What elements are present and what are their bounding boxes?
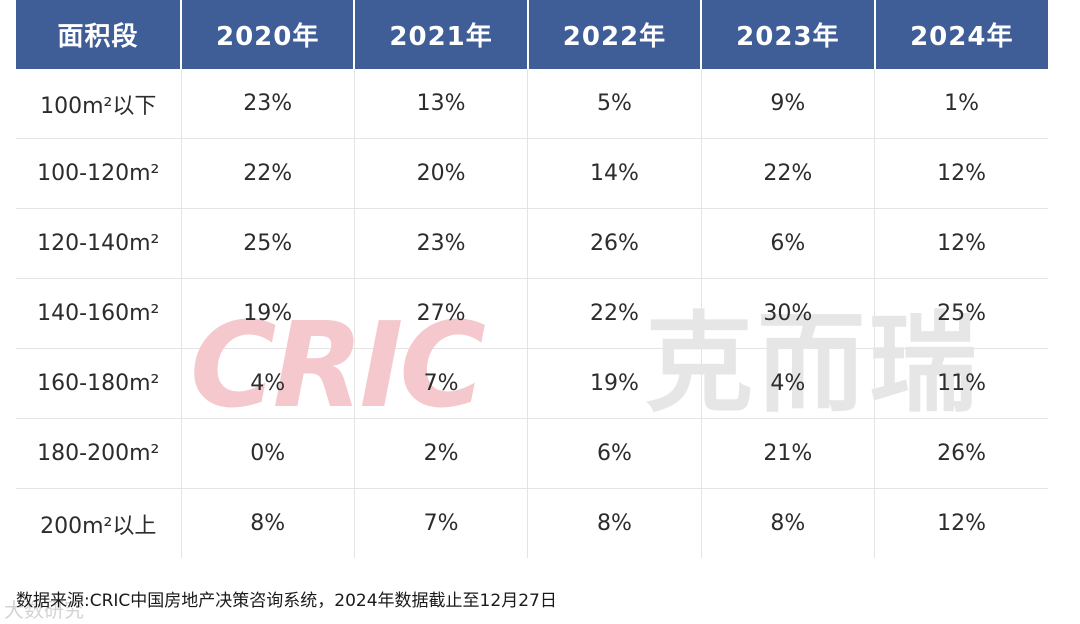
value-cell: 13% — [354, 69, 529, 139]
value-cell: 25% — [181, 208, 355, 279]
header-cell-year: 2024年 — [874, 0, 1048, 69]
value-cell: 25% — [874, 278, 1048, 349]
row-label-cell: 180-200m² — [16, 418, 182, 489]
bottom-watermark: 大数研究 — [4, 598, 84, 622]
value-cell: 12% — [874, 208, 1048, 279]
row-label-cell: 100m²以下 — [16, 69, 182, 139]
value-cell: 6% — [527, 418, 702, 489]
table-row: 140-160m² 19% 27% 22% 30% 25% — [16, 278, 1048, 349]
table-row: 180-200m² 0% 2% 6% 21% 26% — [16, 418, 1048, 489]
table-container: 面积段 2020年 2021年 2022年 2023年 2024年 100m²以下 23% 1… — [16, 0, 1048, 558]
value-cell: 21% — [701, 418, 876, 489]
source-note: 数据来源:CRIC中国房地产决策咨询系统，2024年数据截止至12月27日 — [16, 591, 557, 611]
row-label-cell: 120-140m² — [16, 208, 182, 279]
value-cell: 20% — [354, 138, 529, 209]
value-cell: 8% — [527, 488, 702, 558]
value-cell: 6% — [701, 208, 876, 279]
header-cell-year: 2023年 — [701, 0, 876, 69]
value-cell: 26% — [874, 418, 1048, 489]
row-label-cell: 100-120m² — [16, 138, 182, 209]
value-cell: 30% — [701, 278, 876, 349]
table-row: 200m²以上 8% 7% 8% 8% 12% — [16, 488, 1048, 558]
value-cell: 4% — [701, 348, 876, 419]
value-cell: 22% — [701, 138, 876, 209]
value-cell: 2% — [354, 418, 529, 489]
row-label-cell: 140-160m² — [16, 278, 182, 349]
value-cell: 12% — [874, 138, 1048, 209]
value-cell: 14% — [527, 138, 702, 209]
row-label-cell: 200m²以上 — [16, 488, 182, 558]
value-cell: 9% — [701, 69, 876, 139]
table-row: 120-140m² 25% 23% 26% 6% 12% — [16, 208, 1048, 279]
value-cell: 27% — [354, 278, 529, 349]
value-cell: 0% — [181, 418, 355, 489]
value-cell: 23% — [181, 69, 355, 139]
value-cell: 23% — [354, 208, 529, 279]
header-cell-area: 面积段 — [16, 0, 182, 69]
header-cell-year: 2022年 — [527, 0, 703, 69]
value-cell: 19% — [527, 348, 702, 419]
value-cell: 19% — [181, 278, 355, 349]
data-table: 面积段 2020年 2021年 2022年 2023年 2024年 100m²以下 23% 1… — [16, 0, 1048, 558]
value-cell: 22% — [527, 278, 702, 349]
value-cell: 7% — [354, 348, 529, 419]
value-cell: 8% — [181, 488, 355, 558]
table-row: 100-120m² 22% 20% 14% 22% 12% — [16, 138, 1048, 209]
header-cell-year: 2020年 — [181, 0, 356, 69]
value-cell: 8% — [701, 488, 876, 558]
header-cell-year: 2021年 — [354, 0, 529, 69]
value-cell: 4% — [181, 348, 355, 419]
value-cell: 1% — [874, 69, 1048, 139]
table-header-row: 面积段 2020年 2021年 2022年 2023年 2024年 — [16, 0, 1048, 69]
value-cell: 22% — [181, 138, 355, 209]
table-body: 100m²以下 23% 13% 5% 9% 1% 100-120m² 22% 20% 14% 22%… — [16, 69, 1048, 558]
table-row: 160-180m² 4% 7% 19% 4% 11% — [16, 348, 1048, 419]
value-cell: 12% — [937, 511, 986, 536]
table-row: 100m²以下 23% 13% 5% 9% 1% — [16, 69, 1048, 139]
value-cell: 5% — [527, 69, 702, 139]
value-cell: 11% — [874, 348, 1048, 419]
row-label-cell: 160-180m² — [16, 348, 182, 419]
value-cell: 7% — [354, 488, 529, 558]
value-cell: 26% — [527, 208, 702, 279]
